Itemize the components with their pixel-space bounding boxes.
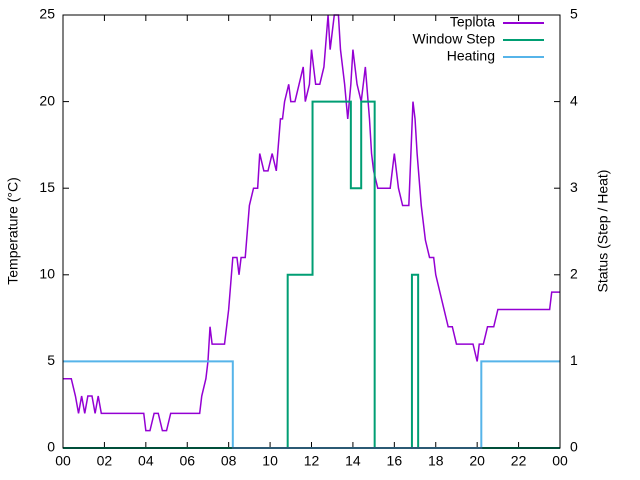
y-tick-label: 15 (39, 179, 55, 195)
y-axis-label: Temperature (°C) (5, 177, 21, 285)
y2-tick-label: 2 (570, 266, 578, 282)
plot-border (62, 14, 561, 449)
legend-label: Heating (447, 48, 495, 64)
legend-label: Teplota (450, 14, 495, 30)
y2-tick-label: 4 (570, 92, 578, 108)
x-tick-label: 12 (304, 453, 320, 469)
y2-tick-label: 1 (570, 352, 578, 368)
y2-axis-label: Status (Step / Heat) (595, 170, 611, 293)
x-tick-label: 22 (511, 453, 527, 469)
y2-tick-label: 5 (570, 6, 578, 22)
x-tick-label: 08 (221, 453, 237, 469)
y-tick-label: 5 (47, 352, 55, 368)
x-tick-label: 14 (345, 453, 361, 469)
y-tick-label: 10 (39, 266, 55, 282)
series-line (63, 360, 560, 449)
x-tick-label: 06 (179, 453, 195, 469)
x-tick-label: 04 (138, 453, 154, 469)
x-tick-label: 18 (428, 453, 444, 469)
series-line (63, 100, 560, 449)
legend-label: Window Step (413, 31, 496, 47)
series-line (63, 14, 560, 432)
y-tick-label: 20 (39, 92, 55, 108)
x-tick-label: 20 (469, 453, 485, 469)
y-tick-label: 0 (47, 439, 55, 455)
y2-tick-label: 0 (570, 439, 578, 455)
x-tick-label: 10 (262, 453, 278, 469)
y2-tick-label: 3 (570, 179, 578, 195)
x-tick-label: 00 (55, 453, 71, 469)
x-tick-label: 02 (97, 453, 113, 469)
y-tick-label: 25 (39, 6, 55, 22)
x-tick-label: 16 (387, 453, 403, 469)
x-tick-label: 00 (552, 453, 568, 469)
